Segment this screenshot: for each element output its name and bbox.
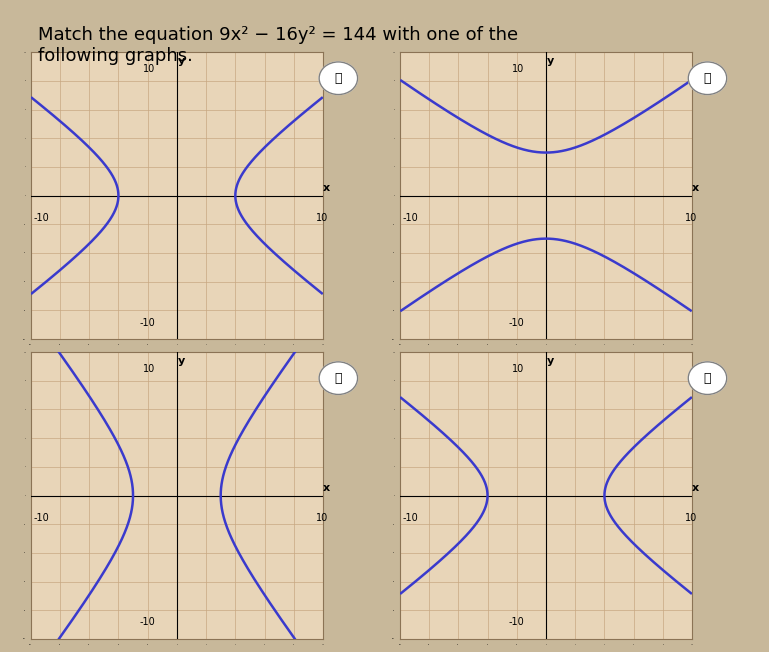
Text: x: x [692,183,699,194]
Text: x: x [692,483,699,494]
Text: 10: 10 [684,213,697,223]
Text: 🔍: 🔍 [335,372,342,385]
Text: y: y [547,357,554,366]
Text: -10: -10 [34,213,49,223]
Text: -10: -10 [508,617,524,627]
Text: 10: 10 [315,213,328,223]
Text: 10: 10 [684,512,697,523]
Text: -10: -10 [403,213,418,223]
Text: -10: -10 [139,617,155,627]
Text: -10: -10 [508,318,524,327]
Text: y: y [547,57,554,67]
Text: 🔍: 🔍 [704,372,711,385]
Text: 10: 10 [512,364,524,374]
Text: 🔍: 🔍 [335,72,342,85]
Text: y: y [178,357,185,366]
Text: Match the equation 9x² − 16y² = 144 with one of the
following graphs.: Match the equation 9x² − 16y² = 144 with… [38,26,518,65]
Text: x: x [323,183,330,194]
Text: 🔍: 🔍 [704,72,711,85]
Text: -10: -10 [34,512,49,523]
Text: 10: 10 [143,64,155,74]
Text: 10: 10 [143,364,155,374]
Text: x: x [323,483,330,494]
Text: 10: 10 [315,512,328,523]
Text: -10: -10 [139,318,155,327]
Text: 10: 10 [512,64,524,74]
Text: y: y [178,57,185,67]
Text: -10: -10 [403,512,418,523]
